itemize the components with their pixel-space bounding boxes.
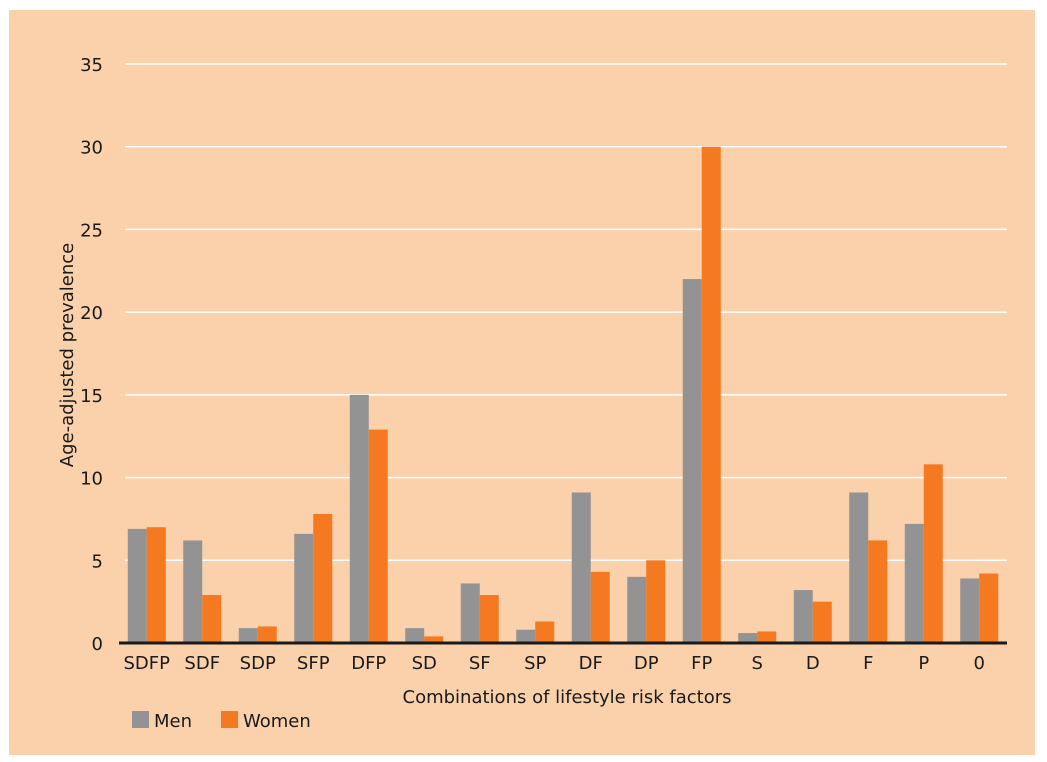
x-tick-label: SD	[412, 653, 437, 674]
x-tick-label: F	[863, 653, 873, 674]
bar-women	[535, 621, 555, 643]
y-tick-label: 30	[80, 138, 103, 159]
legend: Men Women	[132, 711, 311, 732]
bar-men	[738, 633, 758, 643]
bar-men	[682, 279, 702, 643]
bar-women	[868, 540, 888, 643]
bar-women	[812, 601, 832, 643]
bar-women	[202, 595, 222, 643]
bar-men	[183, 540, 203, 643]
y-tick-label: 25	[80, 220, 103, 241]
legend-label-men: Men	[154, 711, 192, 732]
bar-women	[313, 513, 333, 643]
y-tick-label: 10	[80, 469, 103, 490]
bar-women	[146, 527, 166, 643]
x-tick-label: SFP	[297, 653, 330, 674]
x-axis-label: Combinations of lifestyle risk factors	[403, 687, 732, 708]
bar-women	[923, 464, 943, 643]
grid-lines	[125, 63, 1007, 562]
x-tick-label: SDF	[184, 653, 220, 674]
bar-men	[904, 523, 924, 643]
legend-swatch-men	[132, 711, 149, 728]
x-tick-label: DFP	[351, 653, 386, 674]
x-tick-label: SP	[524, 653, 546, 674]
bar-men	[571, 492, 591, 643]
y-tick-label: 20	[80, 303, 103, 324]
bar-women	[257, 626, 277, 643]
legend-swatch-women	[221, 711, 238, 728]
x-tick-label: FP	[691, 653, 712, 674]
x-tick-label: 0	[974, 653, 985, 674]
y-axis-label: Age-adjusted prevalence	[57, 243, 78, 467]
bar-men	[849, 492, 869, 643]
bar-women	[590, 571, 610, 643]
x-tick-label: DP	[634, 653, 659, 674]
bar-men	[460, 583, 480, 643]
bar-men	[294, 533, 314, 643]
bar-women	[646, 560, 666, 643]
y-tick-labels: 0 5 10 15 20 25 30 35	[80, 55, 103, 655]
bar-men	[516, 629, 536, 643]
y-tick-label: 5	[92, 551, 103, 572]
legend-label-women: Women	[243, 711, 311, 732]
x-tick-label: SF	[469, 653, 491, 674]
y-tick-label: 15	[80, 386, 103, 407]
bar-men	[793, 590, 813, 643]
x-tick-label: S	[752, 653, 763, 674]
bar-women	[701, 146, 721, 643]
bar-men	[627, 576, 647, 643]
x-tick-labels: SDFP SDF SDP SFP DFP SD SF SP DF DP FP S D F P 0	[124, 653, 985, 674]
bar-men	[127, 528, 147, 643]
x-tick-label: DF	[579, 653, 603, 674]
bar-women	[757, 631, 777, 643]
y-tick-label: 0	[92, 634, 103, 655]
x-tick-label: SDP	[240, 653, 276, 674]
y-tick-label: 35	[80, 55, 103, 76]
bar-women	[479, 595, 499, 643]
bar-women	[368, 429, 388, 643]
bar-women	[979, 573, 999, 643]
x-tick-label: SDFP	[124, 653, 171, 674]
bar-men	[349, 394, 369, 643]
bar-men	[405, 628, 425, 643]
bars	[127, 146, 999, 643]
bar-women	[424, 636, 444, 643]
x-tick-label: P	[918, 653, 929, 674]
bar-men	[960, 578, 980, 643]
bar-men	[238, 628, 258, 643]
x-tick-label: D	[806, 653, 820, 674]
